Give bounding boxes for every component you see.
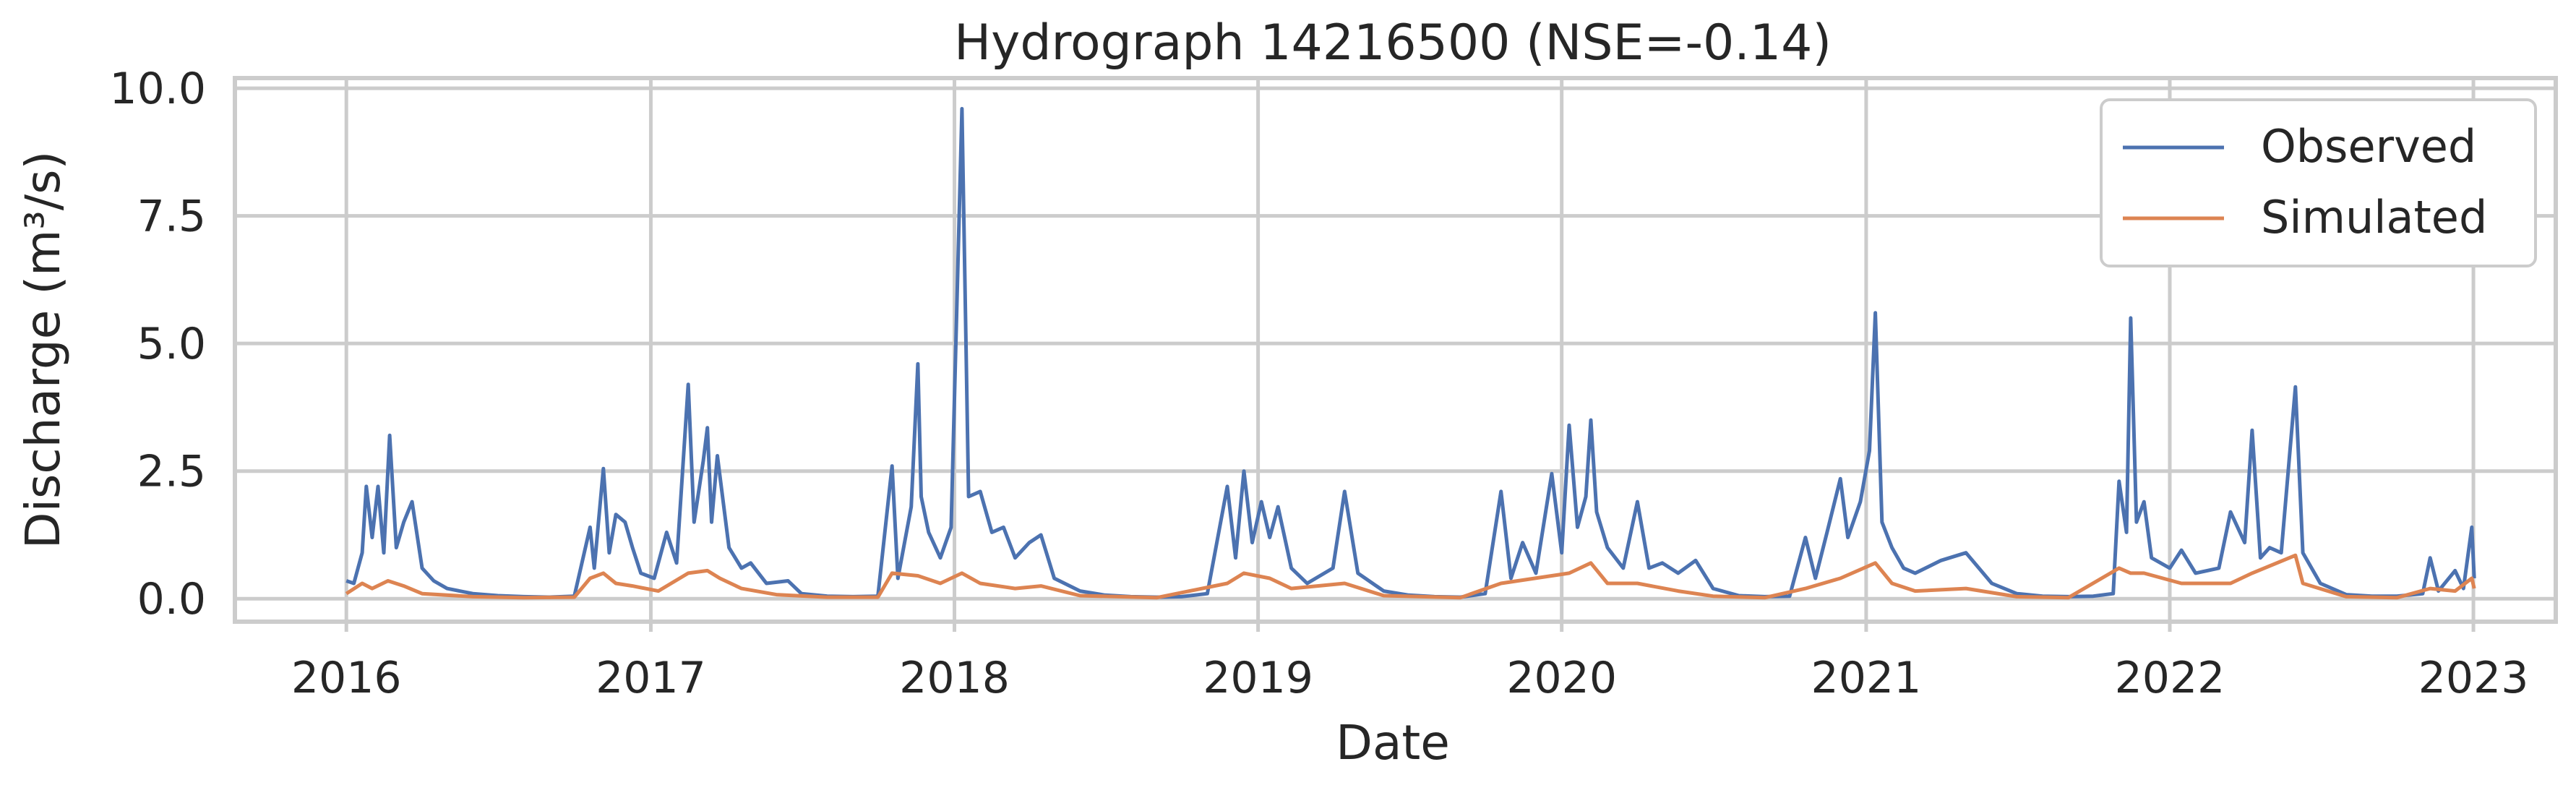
x-tick-label-2022: 2022 <box>2115 653 2225 703</box>
legend-box <box>2100 98 2537 267</box>
legend-label-observed: Observed <box>2261 120 2476 173</box>
x-tick-label-2019: 2019 <box>1203 653 1313 703</box>
chart-title: Hydrograph 14216500 (NSE=-0.14) <box>954 14 1832 72</box>
y-axis-label: Discharge (m³/s) <box>15 151 71 549</box>
x-tick-label-2023: 2023 <box>2418 653 2529 703</box>
series-line-observed <box>345 106 2476 599</box>
y-tick-labels: 0.0 2.5 5.0 7.5 10.0 <box>109 64 206 625</box>
x-axis-label: Date <box>1336 715 1450 771</box>
x-tick-label-2021: 2021 <box>1811 653 1922 703</box>
legend: Observed Simulated <box>2100 98 2537 267</box>
x-tick-label-2017: 2017 <box>596 653 706 703</box>
x-tick-labels: 2016 2017 2018 2019 2020 2021 2022 2023 <box>291 622 2529 703</box>
y-tick-label-2.5: 2.5 <box>137 447 206 497</box>
x-tick-label-2020: 2020 <box>1506 653 1617 703</box>
series-lines <box>345 106 2476 600</box>
y-tick-label-7.5: 7.5 <box>137 192 206 242</box>
x-tick-label-2016: 2016 <box>291 653 402 703</box>
y-tick-label-5.0: 5.0 <box>137 319 206 369</box>
series-line-simulated <box>345 553 2476 600</box>
x-tick-label-2018: 2018 <box>899 653 1010 703</box>
y-tick-label-0.0: 0.0 <box>137 574 206 625</box>
plot-frame <box>233 76 2558 624</box>
legend-label-simulated: Simulated <box>2261 191 2487 244</box>
y-tick-label-10.0: 10.0 <box>109 64 206 114</box>
